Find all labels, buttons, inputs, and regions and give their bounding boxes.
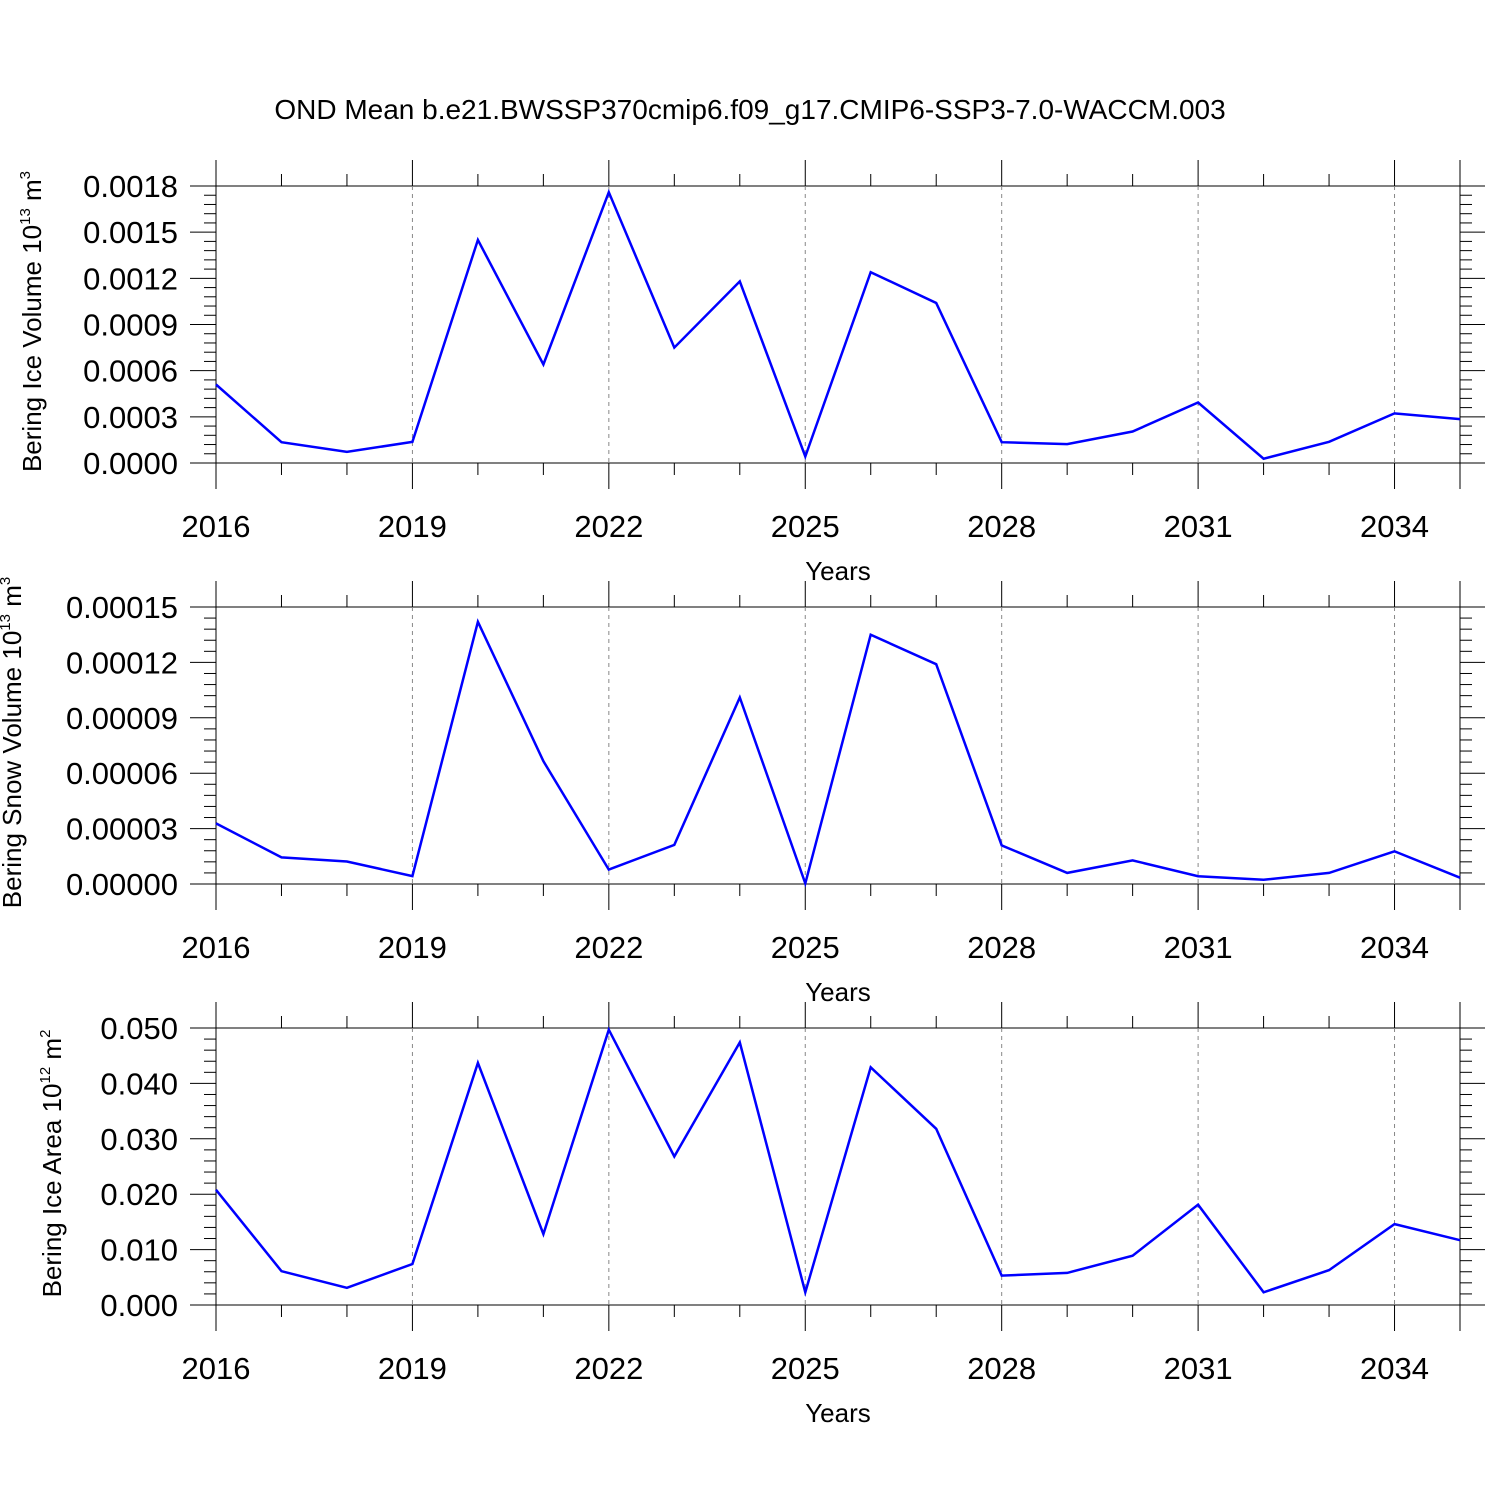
- y-tick-label: 0.050: [100, 1011, 178, 1046]
- series-line: [215, 188, 1461, 461]
- y-tick-label: 0.0018: [83, 169, 178, 204]
- x-tick-label: 2019: [378, 930, 447, 965]
- y-axis-label-unit: m: [37, 1038, 67, 1067]
- y-tick-label: 0.0015: [83, 215, 178, 250]
- x-tick-label: 2016: [182, 930, 251, 965]
- series-line: [215, 618, 1461, 888]
- x-tick-label: 2031: [1164, 930, 1233, 965]
- x-tick-label: 2019: [378, 509, 447, 544]
- x-tick-label: 2034: [1360, 1351, 1429, 1386]
- x-tick-label: 2034: [1360, 930, 1429, 965]
- x-tick-label: 2031: [1164, 509, 1233, 544]
- chart-panel-3: 2016 2019 2022 2025 2028 2031 2034 0.000 0.010 0.…: [37, 1002, 1485, 1428]
- y-tick-label: 0.000: [100, 1288, 178, 1323]
- chart-panel-2: 2016 2019 2022 2025 2028 2031 2034 0.00000 0.000…: [0, 577, 1485, 1007]
- y-axis-label-unit-exponent: 3: [17, 171, 34, 179]
- x-axis-label: Years: [805, 556, 871, 586]
- y-tick-label: 0.0000: [83, 446, 178, 481]
- y-tick-label: 0.030: [100, 1122, 178, 1157]
- y-axis-label-text: Bering Snow Volume 10: [0, 631, 27, 909]
- y-tick-label: 0.00003: [66, 812, 178, 847]
- y-tick-label: 0.0012: [83, 261, 178, 296]
- y-axis-label: Bering Ice Area 1012 m2: [37, 1030, 67, 1298]
- y-axis-label-unit-exponent: 2: [37, 1030, 54, 1038]
- y-tick-label: 0.00012: [66, 645, 178, 680]
- y-axis-label-exponent: 13: [17, 208, 34, 225]
- x-tick-label: 2028: [967, 1351, 1036, 1386]
- y-tick-label: 0.0009: [83, 308, 178, 343]
- x-tick-label: 2022: [574, 930, 643, 965]
- y-axis-label-unit: m: [17, 179, 47, 208]
- y-axis-label-unit: m: [0, 585, 27, 614]
- y-tick-label: 0.0006: [83, 354, 178, 389]
- x-tick-label: 2022: [574, 1351, 643, 1386]
- y-tick-label: 0.010: [100, 1233, 178, 1268]
- x-tick-label: 2025: [771, 509, 840, 544]
- y-axis-label-text: Bering Ice Area 10: [37, 1084, 67, 1298]
- x-tick-label: 2019: [378, 1351, 447, 1386]
- x-axis-label: Years: [805, 977, 871, 1007]
- chart-panel-1: 2016 2019 2022 2025 2028 2031 2034 0.0000 0.0003…: [17, 160, 1485, 586]
- y-axis-label-unit-exponent: 3: [0, 577, 14, 585]
- y-axis-label: Bering Snow Volume 1013 m3: [0, 577, 27, 908]
- x-axis-label: Years: [805, 1398, 871, 1428]
- x-tick-label: 2034: [1360, 509, 1429, 544]
- y-tick-label: 0.040: [100, 1066, 178, 1101]
- x-tick-label: 2016: [182, 1351, 251, 1386]
- x-tick-label: 2031: [1164, 1351, 1233, 1386]
- x-tick-label: 2028: [967, 930, 1036, 965]
- page-title: OND Mean b.e21.BWSSP370cmip6.f09_g17.CMI…: [274, 94, 1226, 125]
- y-tick-label: 0.00015: [66, 590, 178, 625]
- x-tick-label: 2022: [574, 509, 643, 544]
- y-tick-label: 0.0003: [83, 400, 178, 435]
- y-tick-label: 0.00009: [66, 701, 178, 736]
- y-axis-label-exponent: 12: [37, 1067, 54, 1084]
- y-axis-label-exponent: 13: [0, 614, 14, 631]
- y-tick-label: 0.00006: [66, 756, 178, 791]
- x-tick-label: 2025: [771, 930, 840, 965]
- x-tick-label: 2016: [182, 509, 251, 544]
- y-axis-label: Bering Ice Volume 1013 m3: [17, 171, 47, 472]
- x-tick-label: 2028: [967, 509, 1036, 544]
- x-tick-label: 2025: [771, 1351, 840, 1386]
- series-line: [215, 1026, 1461, 1297]
- y-tick-label: 0.020: [100, 1177, 178, 1212]
- y-tick-label: 0.00000: [66, 867, 178, 902]
- y-axis-label-text: Bering Ice Volume 10: [17, 225, 47, 472]
